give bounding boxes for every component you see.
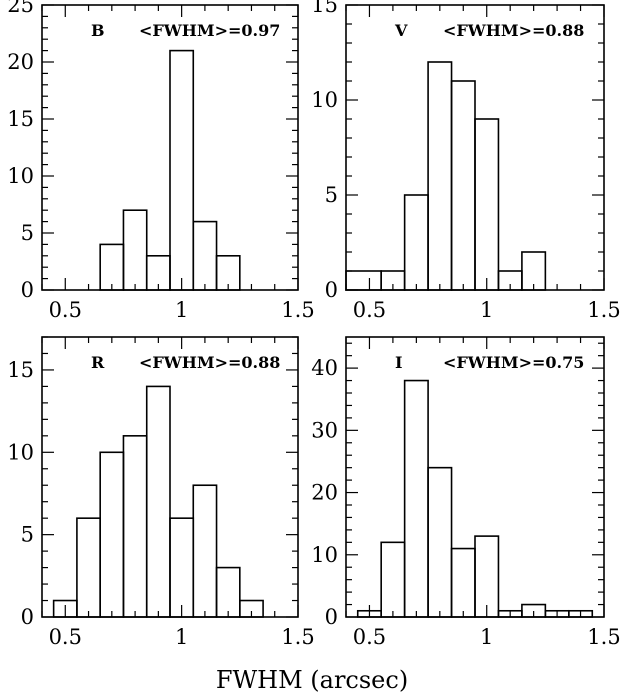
histogram-bar	[99, 451, 125, 618]
y-tick-label: 5	[21, 221, 34, 245]
x-tick-label: 1	[175, 625, 188, 649]
y-tick-label: 0	[21, 278, 34, 302]
histogram-bar	[345, 270, 382, 291]
histogram-bar	[521, 251, 547, 291]
x-tick-label: 1	[480, 625, 493, 649]
y-tick-label: 15	[7, 358, 34, 382]
histogram-bar	[122, 435, 148, 618]
y-tick-label: 15	[311, 0, 338, 17]
panel-label: R	[91, 353, 105, 372]
panel-r: 0.5 1 1.5 0 5 10 15 R <FWHM>=0.88	[7, 336, 315, 649]
x-axis-label: FWHM (arcsec)	[216, 666, 408, 694]
x-tick-label: 1	[175, 298, 188, 322]
y-tick-label: 15	[7, 107, 34, 131]
y-tick-label: 30	[311, 418, 338, 442]
panel-label: V	[394, 21, 408, 40]
y-tick-label: 0	[325, 278, 338, 302]
mean-fwhm-annotation: <FWHM>=0.88	[139, 353, 280, 372]
x-tick-label: 1.5	[281, 298, 314, 322]
histogram-bar	[474, 118, 500, 291]
x-tick-label: 1.5	[587, 298, 620, 322]
histogram-bar	[450, 80, 476, 291]
histogram-bar	[169, 517, 195, 618]
histogram-bar	[380, 541, 406, 618]
x-tick-label: 1	[480, 298, 493, 322]
y-tick-label: 5	[325, 183, 338, 207]
x-tick-label: 0.5	[49, 298, 82, 322]
y-tick-label: 20	[311, 481, 338, 505]
histogram-bar	[145, 385, 171, 618]
panel-label: I	[395, 353, 402, 372]
y-tick-label: 5	[21, 523, 34, 547]
histogram-bar	[450, 547, 476, 618]
x-tick-label: 1.5	[281, 625, 314, 649]
histogram-bar	[427, 61, 453, 291]
panel-label: B	[91, 21, 105, 40]
y-tick-label: 0	[21, 605, 34, 629]
panel-v: 0.5 1 1.5 0 5 10 15 V <FWHM>=0.88	[311, 0, 620, 322]
histogram-bar	[568, 609, 594, 618]
x-tick-label: 0.5	[353, 625, 386, 649]
y-tick-label: 10	[311, 88, 338, 112]
histogram-bar	[76, 517, 101, 618]
y-tick-label: 0	[325, 605, 338, 629]
histogram-bar	[169, 49, 195, 291]
histogram-bar	[403, 379, 429, 618]
histogram-bar	[192, 220, 218, 291]
histogram-bar	[192, 484, 218, 618]
y-tick-label: 20	[7, 50, 34, 74]
histogram-bar	[239, 599, 264, 618]
histogram-bar	[99, 243, 125, 291]
histogram-bar	[474, 535, 500, 618]
mean-fwhm-annotation: <FWHM>=0.88	[443, 21, 584, 40]
histogram-bar	[215, 255, 241, 291]
y-tick-label: 10	[311, 543, 338, 567]
x-tick-label: 0.5	[353, 298, 386, 322]
y-tick-label: 25	[7, 0, 34, 17]
histogram-bar	[403, 194, 429, 291]
x-tick-label: 1.5	[587, 625, 620, 649]
panel-i: 0.5 1 1.5 0 10 20 30 40 I <FWHM>=0.75	[311, 336, 621, 649]
mean-fwhm-annotation: <FWHM>=0.97	[139, 21, 280, 40]
histogram-bar	[215, 566, 241, 618]
histogram-bar	[122, 209, 148, 291]
y-tick-label: 10	[7, 440, 34, 464]
x-tick-label: 0.5	[49, 625, 82, 649]
panel-b: 0.5 1 1.5 0 5 10 15 20 25 B <FWHM>=0.97	[7, 0, 314, 322]
mean-fwhm-annotation: <FWHM>=0.75	[443, 353, 584, 372]
histogram-bar	[427, 466, 453, 618]
y-tick-label: 10	[7, 164, 34, 188]
y-tick-label: 40	[311, 356, 338, 380]
